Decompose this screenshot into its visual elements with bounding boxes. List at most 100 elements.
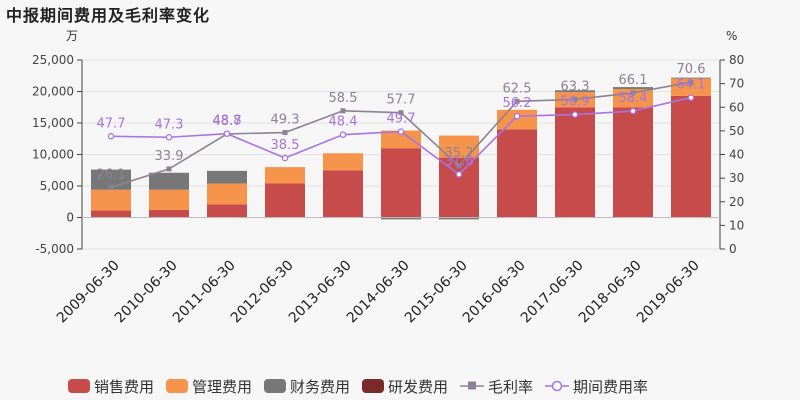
right-axis-unit: % — [726, 29, 737, 43]
series-point — [688, 79, 694, 85]
data-label: 31.6 — [445, 154, 474, 169]
data-label: 47.7 — [97, 116, 126, 131]
bar-segment — [671, 78, 711, 96]
series-point — [223, 130, 231, 137]
legend-swatch — [68, 379, 90, 393]
series-point — [398, 110, 404, 116]
legend-swatch — [264, 379, 286, 393]
bar-segment — [439, 135, 479, 158]
data-label: 48.8 — [213, 114, 242, 129]
left-tick-label: 25,000 — [32, 53, 74, 67]
legend-swatch — [166, 379, 188, 393]
left-axis-unit: 万 — [66, 29, 78, 43]
bar-segment — [265, 183, 305, 218]
data-label: 70.6 — [677, 62, 706, 77]
series-point — [630, 90, 636, 96]
bar-segment — [613, 87, 653, 89]
right-tick-label: 80 — [729, 53, 744, 67]
bar-segment — [91, 189, 131, 211]
legend-swatch — [362, 379, 384, 393]
series-point — [513, 112, 521, 120]
bar-segment — [555, 107, 595, 218]
data-label: 62.5 — [503, 81, 532, 96]
bar-segment — [265, 167, 305, 184]
bar-segment — [439, 217, 479, 220]
bar-segment — [671, 95, 711, 218]
data-label: 64.1 — [677, 78, 706, 93]
right-tick-label: 40 — [729, 148, 744, 162]
left-tick-label: -5,000 — [35, 242, 74, 256]
bar-segment — [149, 172, 189, 190]
series-point — [514, 98, 520, 104]
data-label: 49.3 — [271, 113, 300, 128]
data-label: 33.9 — [155, 149, 184, 164]
data-label: 56.2 — [503, 96, 532, 111]
data-label: 57.7 — [387, 93, 416, 108]
left-tick-label: 0 — [66, 211, 74, 225]
right-tick-label: 70 — [729, 77, 744, 91]
legend-label: 研发费用 — [388, 378, 448, 396]
series-point — [687, 94, 695, 101]
data-label: 35.2 — [445, 146, 474, 161]
data-label: 58.5 — [329, 91, 358, 106]
data-label: 56.9 — [561, 95, 590, 110]
bar-segment — [207, 183, 247, 205]
left-tick-label: 5,000 — [40, 179, 74, 193]
data-label: 58.4 — [619, 91, 648, 106]
bar-segment — [149, 189, 189, 210]
data-label: 38.5 — [271, 138, 300, 153]
data-label: 63.3 — [561, 79, 590, 94]
legend-label: 销售费用 — [94, 378, 154, 396]
data-label: 66.1 — [619, 73, 648, 88]
series-point — [281, 154, 289, 162]
right-tick-label: 50 — [729, 124, 744, 138]
series-point — [108, 184, 114, 190]
bar-segment — [497, 129, 537, 218]
series-point — [339, 131, 347, 138]
left-tick-label: 10,000 — [32, 148, 74, 162]
right-tick-label: 20 — [729, 195, 744, 209]
right-tick-label: 60 — [729, 100, 744, 114]
legend-swatch — [468, 381, 476, 390]
series-point — [340, 108, 346, 114]
bar-segment — [381, 148, 421, 218]
legend-label: 管理费用 — [192, 378, 252, 396]
series-point — [282, 130, 288, 136]
legend-label: 毛利率 — [488, 378, 533, 396]
legend-label: 财务费用 — [290, 378, 350, 396]
bar-segment — [207, 170, 247, 184]
bar-segment — [381, 217, 421, 220]
series-point — [397, 128, 405, 135]
series-point — [456, 163, 462, 169]
data-label: 49.7 — [387, 112, 416, 127]
right-tick-label: 30 — [729, 171, 744, 185]
bar-segment — [323, 153, 363, 171]
x-tick-label: 2019-06-30 — [634, 257, 703, 326]
series-point — [165, 134, 173, 141]
right-tick-label: 10 — [729, 218, 744, 232]
bar-segment — [207, 204, 247, 218]
data-label: 26.1 — [97, 167, 126, 182]
data-label: 47.3 — [155, 117, 184, 132]
left-tick-label: 15,000 — [32, 116, 74, 130]
chart-title: 中报期间费用及毛利率变化 — [6, 6, 211, 25]
bar-segment — [323, 170, 363, 218]
bar-segment — [149, 209, 189, 218]
series-point — [571, 111, 579, 118]
right-tick-label: 0 — [729, 242, 737, 256]
bar-segment — [381, 130, 421, 149]
left-tick-label: 20,000 — [32, 85, 74, 99]
series-point — [572, 96, 578, 102]
series-point — [107, 133, 115, 140]
legend-swatch — [551, 380, 563, 392]
bar-segment — [497, 109, 537, 130]
series-point — [166, 166, 172, 172]
bar-segment — [91, 210, 131, 218]
data-label: 48.7 — [213, 114, 242, 129]
data-label: 48.4 — [329, 115, 358, 130]
series-point — [629, 107, 637, 115]
bar-segment — [671, 77, 711, 79]
bar-segment — [555, 90, 595, 93]
legend-label: 期间费用率 — [573, 378, 648, 396]
